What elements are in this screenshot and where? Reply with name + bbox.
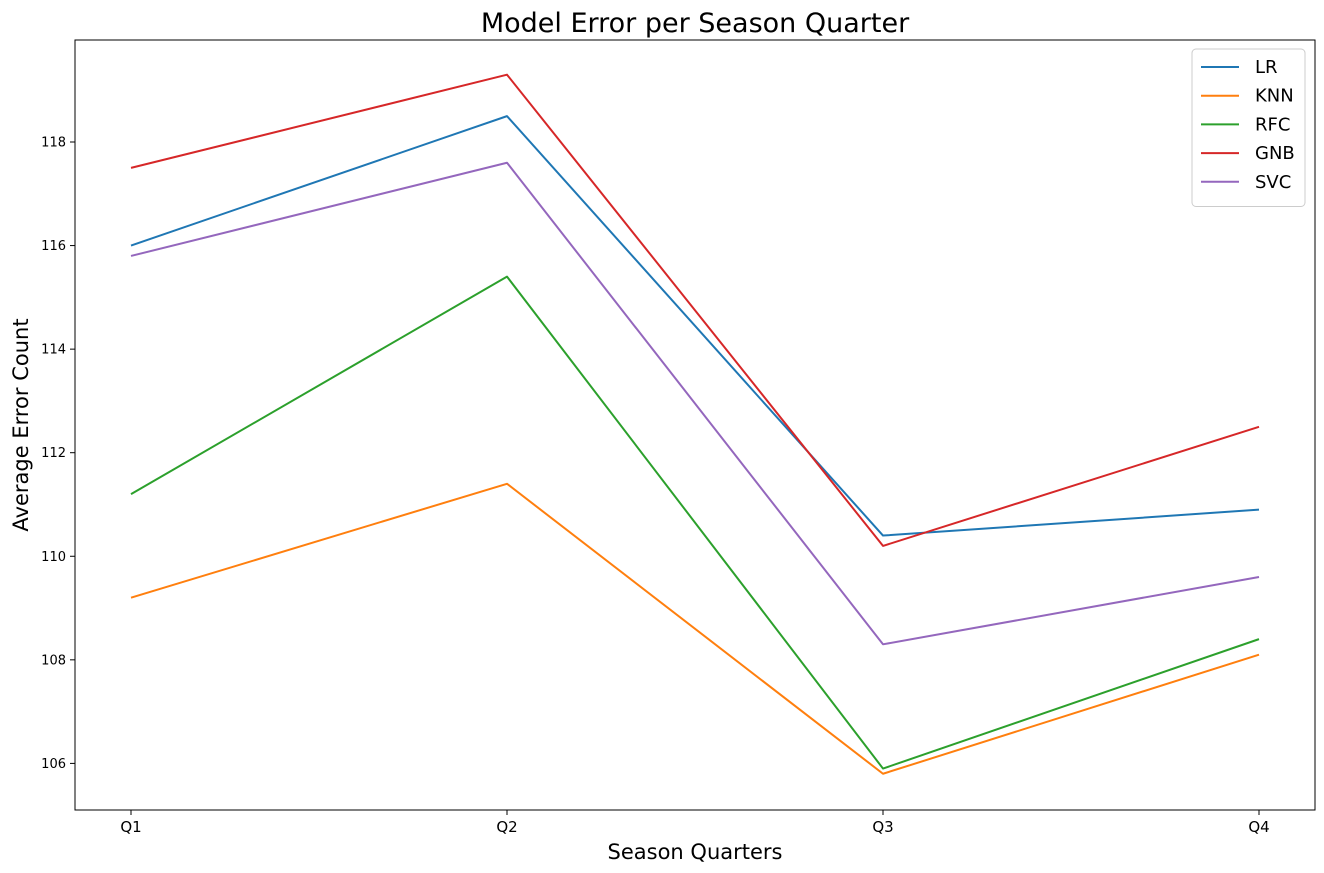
legend-box — [1191, 48, 1306, 207]
y-tick-label: 114 — [41, 343, 66, 358]
legend-label-knn: KNN — [1255, 86, 1294, 107]
y-axis-label: Average Error Count — [9, 318, 33, 531]
y-tick-label: 108 — [41, 653, 66, 668]
x-tick-label: Q1 — [120, 818, 141, 836]
y-tick-label: 118 — [41, 136, 66, 151]
axes-layer: Q1 Q2 Q3 Q4 106 108 110 112 114 116 118 — [41, 39, 1316, 836]
x-tick-label: Q2 — [496, 818, 517, 836]
series-line-svc — [130, 161, 1260, 646]
series-line-rfc — [130, 275, 1260, 770]
y-tick-label: 112 — [41, 446, 66, 461]
series-line-gnb — [130, 73, 1260, 547]
y-tick-label: 110 — [41, 550, 66, 565]
series-line-lr — [130, 115, 1260, 537]
legend-label-svc: SVC — [1255, 172, 1291, 193]
legend: LR KNN RFC GNB SVC — [1191, 48, 1306, 207]
x-tick-label: Q4 — [1248, 818, 1269, 836]
x-axis-label: Season Quarters — [608, 840, 783, 864]
series-layer — [130, 73, 1260, 775]
series-line-knn — [130, 482, 1260, 775]
x-tick-label: Q3 — [872, 818, 893, 836]
chart-title: Model Error per Season Quarter — [481, 8, 910, 39]
y-tick-label: 106 — [41, 757, 66, 772]
legend-label-gnb: GNB — [1255, 143, 1295, 164]
y-tick-label: 116 — [41, 239, 66, 254]
legend-label-rfc: RFC — [1255, 114, 1290, 135]
plot-frame — [74, 39, 1316, 811]
legend-label-lr: LR — [1255, 57, 1278, 78]
